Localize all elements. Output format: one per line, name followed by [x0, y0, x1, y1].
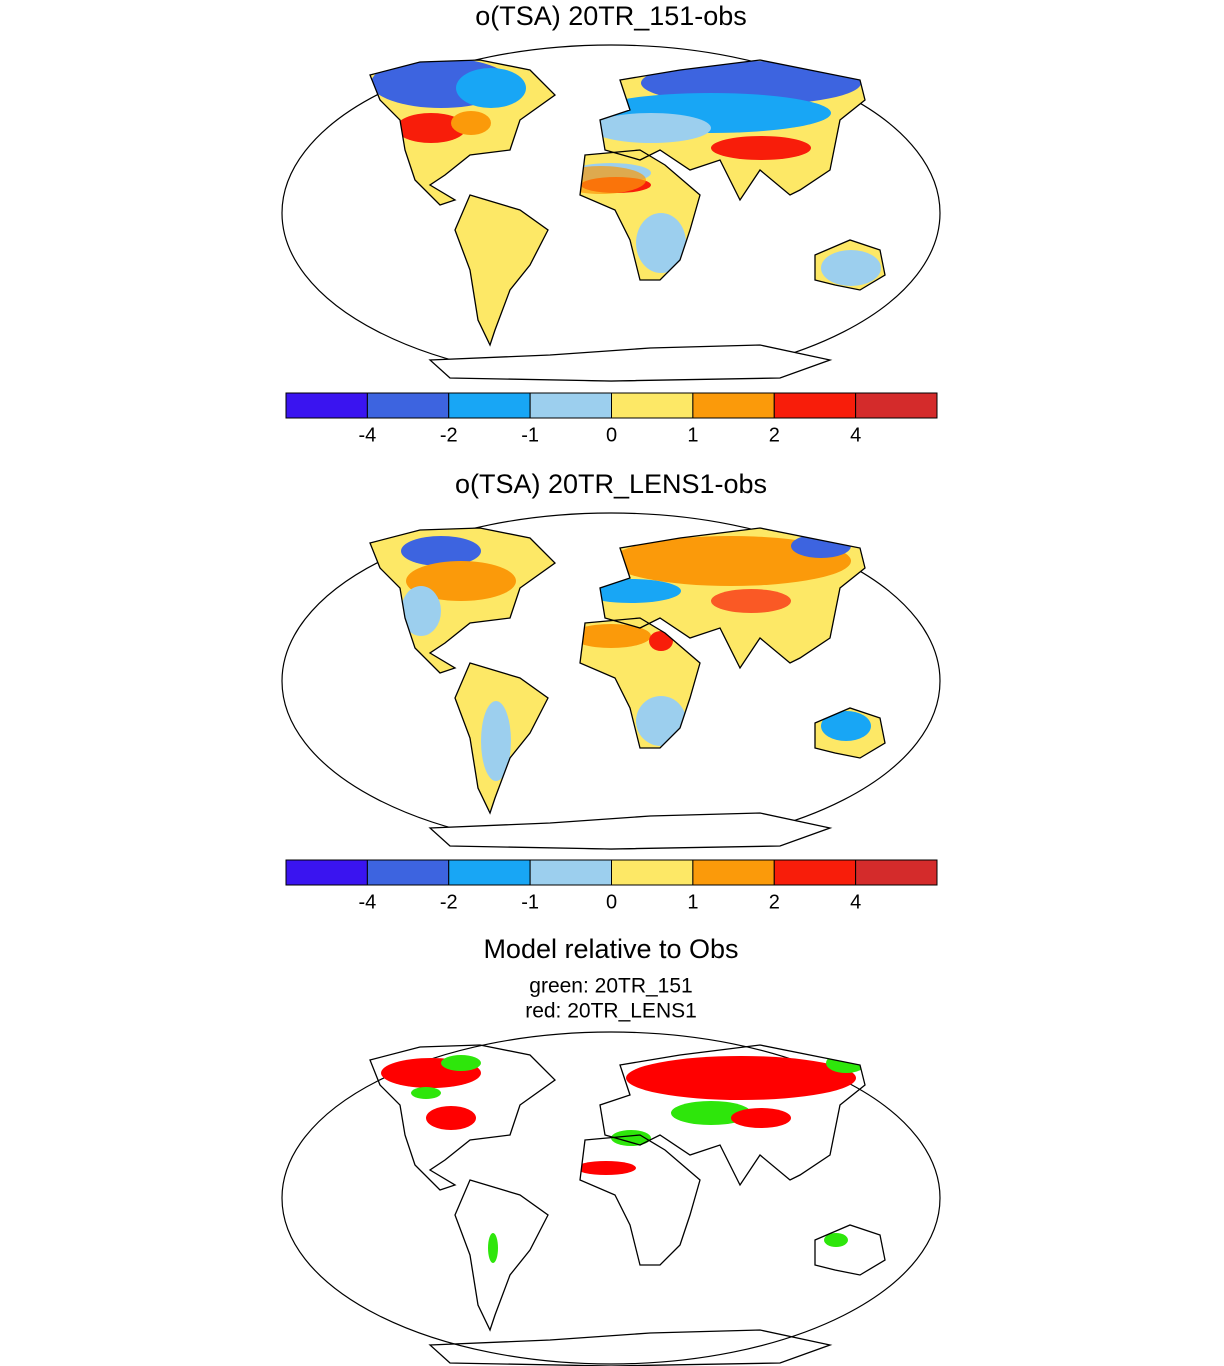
colorbar-box — [366, 859, 450, 886]
colorbar-box — [773, 859, 857, 886]
colorbar-tick-label: 4 — [850, 424, 861, 446]
colorbar-tick-label: 4 — [850, 891, 861, 913]
colorbar-tick-label: -2 — [440, 424, 458, 446]
subtitle: green: 20TR_151 — [529, 975, 692, 998]
colorbar-tick-label: -1 — [521, 891, 539, 913]
colorbar-box — [611, 859, 694, 886]
land-field — [381, 1053, 866, 1263]
colorbar-tick-label: -2 — [440, 891, 458, 913]
colorbar-tick-label: 2 — [769, 424, 780, 446]
colorbar-box — [285, 859, 368, 886]
panel-title: o(TSA) 20TR_151-obs — [475, 1, 747, 31]
colorbar-box — [448, 859, 531, 886]
colorbar-box — [692, 859, 775, 886]
colorbar-box — [692, 392, 775, 419]
colorbar-box — [285, 392, 368, 419]
colorbar-box — [448, 392, 531, 419]
colorbar-tick-label: -1 — [521, 424, 539, 446]
colorbar-box — [855, 392, 938, 419]
colorbar-box — [611, 392, 694, 419]
colorbar-box — [529, 859, 612, 886]
subtitle: red: 20TR_LENS1 — [525, 1000, 697, 1023]
panel-title: Model relative to Obs — [483, 934, 738, 964]
colorbar-tick-label: 0 — [606, 891, 617, 913]
map — [281, 1031, 941, 1366]
map — [281, 44, 941, 382]
colorbar-box — [529, 392, 612, 419]
colorbar-box — [773, 392, 857, 419]
panel-title: o(TSA) 20TR_LENS1-obs — [455, 469, 767, 499]
colorbar-tick-label: -4 — [358, 891, 376, 913]
map — [281, 512, 941, 850]
colorbar-tick-label: 1 — [687, 891, 698, 913]
colorbar-tick-label: 1 — [687, 424, 698, 446]
colorbar-tick-label: -4 — [358, 424, 376, 446]
colorbar: -4 -2 -1 0 1 2 4 — [285, 859, 938, 913]
colorbar: -4 -2 -1 0 1 2 4 — [285, 392, 938, 446]
colorbar-tick-label: 2 — [769, 891, 780, 913]
colorbar-box — [366, 392, 450, 419]
colorbar-tick-label: 0 — [606, 424, 617, 446]
colorbar-box — [855, 859, 938, 886]
